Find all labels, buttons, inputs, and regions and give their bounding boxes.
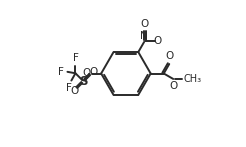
Text: O: O [82, 68, 91, 78]
Text: O: O [89, 67, 97, 77]
Text: S: S [79, 75, 88, 88]
Text: O: O [140, 19, 148, 29]
Text: CH₃: CH₃ [184, 74, 202, 84]
Text: O: O [170, 81, 178, 91]
Text: F: F [73, 53, 78, 63]
Text: F: F [58, 67, 64, 77]
Text: F: F [66, 83, 72, 93]
Text: O: O [70, 86, 78, 96]
Text: O: O [166, 51, 174, 61]
Text: O: O [153, 36, 161, 46]
Text: N: N [140, 31, 148, 41]
